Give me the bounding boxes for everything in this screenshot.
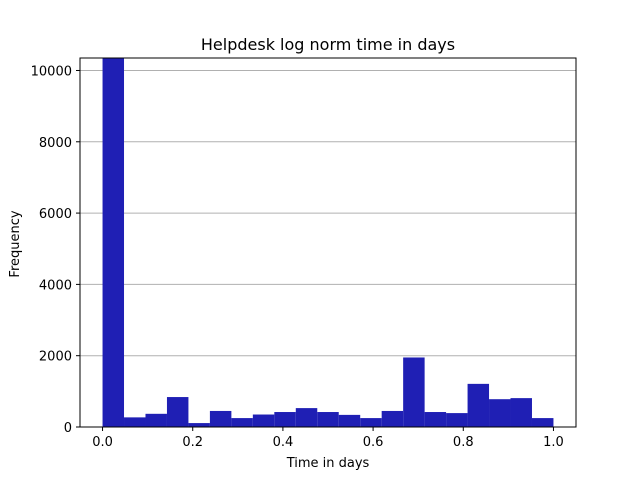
y-axis-label: Frequency: [8, 210, 23, 277]
y-tick-label-1: 2000: [39, 350, 72, 365]
y-tick-label-0: 0: [64, 421, 72, 436]
x-axis-label: Time in days: [286, 456, 370, 471]
x-tick-label-0: 0.0: [92, 435, 113, 450]
x-axis-ticks: 0.0 0.2 0.4 0.6 0.8 1.0: [92, 427, 564, 450]
bar-bin-10: [317, 412, 339, 427]
x-tick-label-3: 0.6: [363, 435, 384, 450]
bar-bin-1: [124, 417, 146, 427]
x-tick-label-1: 0.2: [182, 435, 203, 450]
bar-bin-12: [360, 418, 382, 427]
bar-bin-11: [338, 414, 361, 427]
bar-bin-13: [381, 410, 404, 427]
x-tick-label-2: 0.4: [273, 435, 294, 450]
bar-bin-20: [531, 418, 554, 427]
bar-bin-19: [510, 398, 532, 427]
bar-bin-5: [209, 410, 232, 427]
bar-bin-18: [489, 399, 511, 427]
bar-bin-6: [231, 418, 253, 427]
chart-title: Helpdesk log norm time in days: [201, 35, 455, 54]
plot-frame: [79, 57, 577, 428]
bar-bin-8: [274, 412, 296, 427]
y-tick-label-3: 6000: [39, 207, 72, 222]
y-tick-label-5: 10000: [31, 64, 72, 79]
bar-bin-7: [252, 414, 275, 427]
y-axis-ticks: 0 2000 4000 6000 8000 10000: [31, 64, 80, 436]
bar-bin-15: [424, 412, 447, 427]
gridlines: [80, 69, 576, 357]
bar-bin-0: [102, 58, 125, 427]
bar-bin-17: [467, 383, 490, 427]
x-tick-label-4: 0.8: [453, 435, 474, 450]
histogram-bars: [102, 58, 554, 427]
bar-bin-9: [295, 408, 318, 427]
bar-bin-4: [188, 423, 210, 427]
bar-bin-14: [403, 357, 425, 427]
bar-bin-3: [166, 397, 189, 427]
y-tick-label-4: 8000: [39, 136, 72, 151]
y-tick-label-2: 4000: [39, 278, 72, 293]
x-tick-label-5: 1.0: [543, 435, 564, 450]
bar-bin-16: [446, 413, 468, 427]
bar-bin-2: [145, 413, 167, 427]
